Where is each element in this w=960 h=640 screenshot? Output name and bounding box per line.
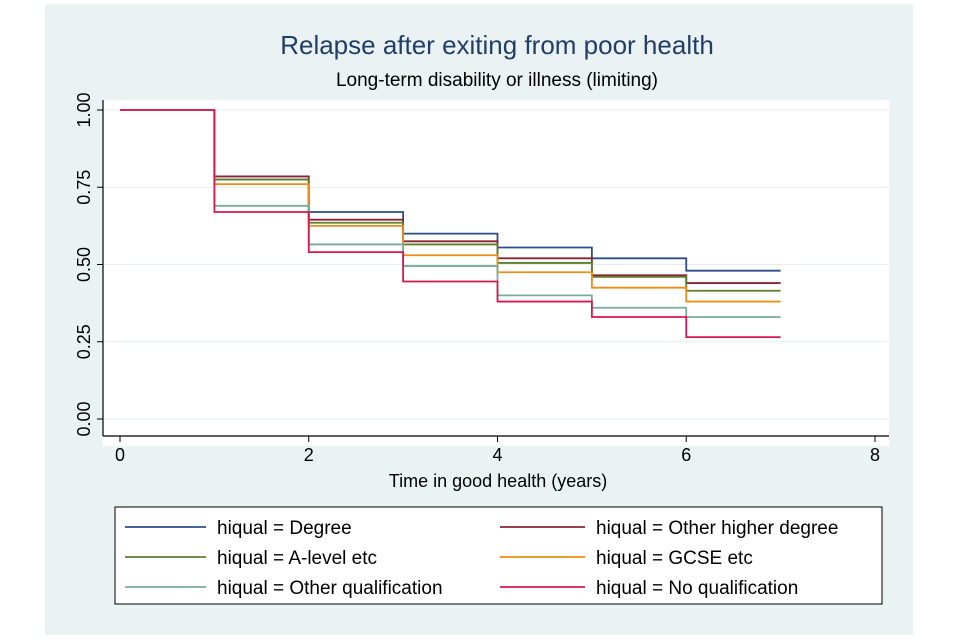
series-lines xyxy=(120,109,781,339)
series-line-other-qualification xyxy=(120,109,781,318)
y-tick-label: 0.75 xyxy=(74,170,94,205)
plot-area xyxy=(103,100,889,446)
series-line-gcse-etc xyxy=(120,109,781,303)
legend-box xyxy=(114,506,883,605)
chart-subtitle: Long-term disability or illness (limitin… xyxy=(336,70,658,91)
series-line-no-qualification xyxy=(120,109,781,339)
grid-lines xyxy=(103,109,889,420)
legend-label-other-qualification: hiqual = Other qualification xyxy=(217,578,443,599)
x-tick-label: 4 xyxy=(492,445,502,465)
series-line-a-level-etc xyxy=(120,109,781,292)
x-tick-label: 0 xyxy=(115,445,125,465)
x-tick-label: 2 xyxy=(304,445,314,465)
y-tick-label: 0.25 xyxy=(74,324,94,359)
legend: hiqual = Degree hiqual = Other higher deg… xyxy=(125,518,838,599)
chart: Relapse after exiting from poor health L… xyxy=(74,30,889,605)
legend-label-other-higher-degree: hiqual = Other higher degree xyxy=(596,518,838,539)
y-tick-label: 1.00 xyxy=(74,92,94,127)
legend-label-degree: hiqual = Degree xyxy=(217,518,352,539)
legend-label-no-qualification: hiqual = No qualification xyxy=(596,578,798,599)
axes xyxy=(97,100,889,442)
y-tick-label: 0.50 xyxy=(74,247,94,282)
chart-title: Relapse after exiting from poor health xyxy=(280,30,714,60)
x-tick-label: 8 xyxy=(870,445,880,465)
legend-label-gcse-etc: hiqual = GCSE etc xyxy=(596,548,753,569)
legend-label-a-level-etc: hiqual = A-level etc xyxy=(217,548,377,569)
series-line-other-higher-degree xyxy=(120,109,781,284)
y-tick-label: 0.00 xyxy=(74,401,94,436)
x-tick-label: 6 xyxy=(681,445,691,465)
x-axis-label: Time in good health (years) xyxy=(389,471,607,491)
tick-labels: 0.00 0.25 0.50 0.75 1.00 0 2 4 6 8 xyxy=(74,92,880,465)
chart-frame: Relapse after exiting from poor health L… xyxy=(45,4,913,635)
